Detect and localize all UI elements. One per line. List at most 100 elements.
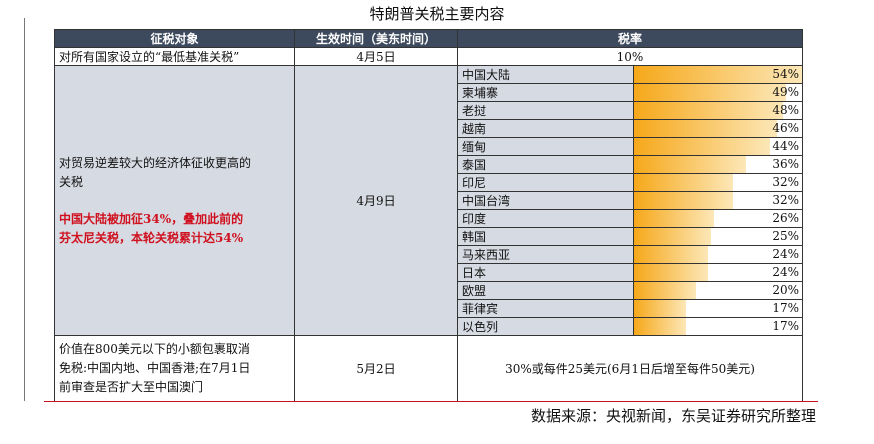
rate-row: 泰国 36% bbox=[458, 155, 802, 174]
rate-value-label: 32% bbox=[772, 193, 799, 207]
rate-row: 越南 46% bbox=[458, 119, 802, 138]
row1-rate: 10% bbox=[457, 47, 803, 66]
rate-value-label: 32% bbox=[772, 175, 799, 189]
rate-bar bbox=[633, 264, 709, 281]
row2-note-line2: 芬太尼关税，本轮关税累计达54% bbox=[59, 230, 244, 245]
rate-value-label: 44% bbox=[772, 139, 799, 153]
rate-category-label: 柬埔寨 bbox=[458, 83, 634, 102]
rate-bar-cell: 24% bbox=[633, 245, 802, 264]
rate-value-label: 20% bbox=[772, 283, 799, 297]
rate-value-label: 48% bbox=[772, 103, 799, 117]
rate-row: 老挝 48% bbox=[458, 101, 802, 120]
rate-value-label: 24% bbox=[772, 265, 799, 279]
rate-row: 中国台湾 32% bbox=[458, 191, 802, 210]
rate-bar bbox=[633, 120, 777, 137]
row3-date: 5月2日 bbox=[294, 335, 458, 402]
rate-category-label: 欧盟 bbox=[458, 281, 634, 300]
rate-row: 印度 26% bbox=[458, 209, 802, 228]
row2-note-line1: 中国大陆被加征34%，叠加此前的 bbox=[59, 211, 244, 226]
rate-category-label: 印度 bbox=[458, 209, 634, 228]
rate-bar-cell: 49% bbox=[633, 83, 802, 102]
rate-value-label: 25% bbox=[772, 229, 799, 243]
rate-row: 欧盟 20% bbox=[458, 281, 802, 300]
rate-category-label: 老挝 bbox=[458, 101, 634, 120]
rate-row: 日本 24% bbox=[458, 263, 802, 282]
rate-value-label: 26% bbox=[772, 211, 799, 225]
rate-bar bbox=[633, 174, 734, 191]
header-date: 生效时间（美东时间） bbox=[294, 29, 458, 48]
row2-target-line1: 对贸易逆差较大的经济体征收更高的 bbox=[59, 155, 252, 170]
rate-value-label: 49% bbox=[772, 85, 799, 99]
rate-category-label: 中国大陆 bbox=[458, 66, 634, 84]
row3-target-cell: 价值在800美元以下的小额包裹取消 免税:中国内地、中国香港;在7月1日 前审查… bbox=[54, 335, 295, 402]
row2-target-line2: 关税 bbox=[59, 174, 84, 189]
table-row: 价值在800美元以下的小额包裹取消 免税:中国内地、中国香港;在7月1日 前审查… bbox=[54, 335, 803, 402]
left-divider bbox=[24, 18, 25, 401]
rate-category-label: 以色列 bbox=[458, 317, 634, 335]
rate-bar bbox=[633, 102, 783, 119]
rate-bar bbox=[633, 210, 715, 227]
rate-bar bbox=[633, 138, 771, 155]
rate-bar-cell: 44% bbox=[633, 137, 802, 156]
rate-category-label: 韩国 bbox=[458, 227, 634, 246]
header-row: 征税对象 生效时间（美东时间） 税率 bbox=[54, 29, 803, 48]
rate-bar-cell: 25% bbox=[633, 227, 802, 246]
rate-row: 马来西亚 24% bbox=[458, 245, 802, 264]
row3-rate: 30%或每件25美元(6月1日后增至每件50美元) bbox=[457, 335, 803, 402]
rate-category-label: 马来西亚 bbox=[458, 245, 634, 264]
row3-target-line3: 前审查是否扩大至中国澳门 bbox=[59, 380, 204, 394]
rate-bar bbox=[633, 156, 746, 173]
rate-row: 以色列 17% bbox=[458, 317, 802, 335]
rate-bar-cell: 24% bbox=[633, 263, 802, 282]
rate-row: 印尼 32% bbox=[458, 173, 802, 192]
rate-bar-cell: 32% bbox=[633, 191, 802, 210]
rates-chart: 中国大陆 54% 柬埔寨 49% 老挝 48% 越南 46% 缅甸 44% 泰国 36% 印尼 32% 中国… bbox=[458, 66, 802, 335]
rate-row: 韩国 25% bbox=[458, 227, 802, 246]
rate-bar-cell: 17% bbox=[633, 299, 802, 318]
rate-bar bbox=[633, 246, 709, 263]
rate-category-label: 泰国 bbox=[458, 155, 634, 174]
table-row: 对贸易逆差较大的经济体征收更高的 关税 中国大陆被加征34%，叠加此前的 芬太尼… bbox=[54, 65, 803, 336]
rate-category-label: 中国台湾 bbox=[458, 191, 634, 210]
rate-value-label: 46% bbox=[772, 121, 799, 135]
rate-value-label: 17% bbox=[772, 301, 799, 315]
rate-bar bbox=[633, 84, 786, 101]
footer-divider bbox=[44, 401, 818, 402]
rate-value-label: 36% bbox=[772, 157, 799, 171]
rate-bar-cell: 32% bbox=[633, 173, 802, 192]
rate-bar bbox=[633, 192, 734, 209]
header-rate: 税率 bbox=[457, 29, 803, 48]
rate-category-label: 印尼 bbox=[458, 173, 634, 192]
row3-target-line1: 价值在800美元以下的小额包裹取消 bbox=[59, 342, 250, 356]
rate-bar-cell: 54% bbox=[633, 66, 802, 84]
rate-bar-cell: 20% bbox=[633, 281, 802, 300]
table-row: 对所有国家设立的“最低基准关税” 4月5日 10% bbox=[54, 47, 803, 66]
rate-row: 菲律宾 17% bbox=[458, 299, 802, 318]
rate-bar-cell: 17% bbox=[633, 317, 802, 335]
row1-date: 4月5日 bbox=[294, 47, 458, 66]
rate-value-label: 54% bbox=[772, 67, 799, 81]
rate-bar-cell: 48% bbox=[633, 101, 802, 120]
rate-value-label: 17% bbox=[772, 319, 799, 333]
rate-bar bbox=[633, 282, 696, 299]
rate-bar bbox=[633, 228, 712, 245]
row2-target-cell: 对贸易逆差较大的经济体征收更高的 关税 中国大陆被加征34%，叠加此前的 芬太尼… bbox=[54, 65, 295, 336]
rate-bar bbox=[633, 300, 687, 317]
source-note: 数据来源：央视新闻，东吴证券研究所整理 bbox=[530, 407, 816, 425]
rate-value-label: 24% bbox=[772, 247, 799, 261]
row2-date: 4月9日 bbox=[294, 65, 458, 336]
rate-bar bbox=[633, 66, 802, 83]
rate-row: 柬埔寨 49% bbox=[458, 83, 802, 102]
rates-cell: 中国大陆 54% 柬埔寨 49% 老挝 48% 越南 46% 缅甸 44% 泰国 36% 印尼 32% 中国… bbox=[457, 65, 803, 336]
rate-category-label: 菲律宾 bbox=[458, 299, 634, 318]
rate-category-label: 日本 bbox=[458, 263, 634, 282]
rate-bar-cell: 26% bbox=[633, 209, 802, 228]
rate-row: 缅甸 44% bbox=[458, 137, 802, 156]
header-target: 征税对象 bbox=[54, 29, 295, 48]
rate-category-label: 越南 bbox=[458, 119, 634, 138]
rate-bar bbox=[633, 318, 687, 335]
rate-bar-cell: 46% bbox=[633, 119, 802, 138]
page-title: 特朗普关税主要内容 bbox=[369, 5, 505, 23]
rate-bar-cell: 36% bbox=[633, 155, 802, 174]
row3-target-line2: 免税:中国内地、中国香港;在7月1日 bbox=[59, 361, 251, 375]
